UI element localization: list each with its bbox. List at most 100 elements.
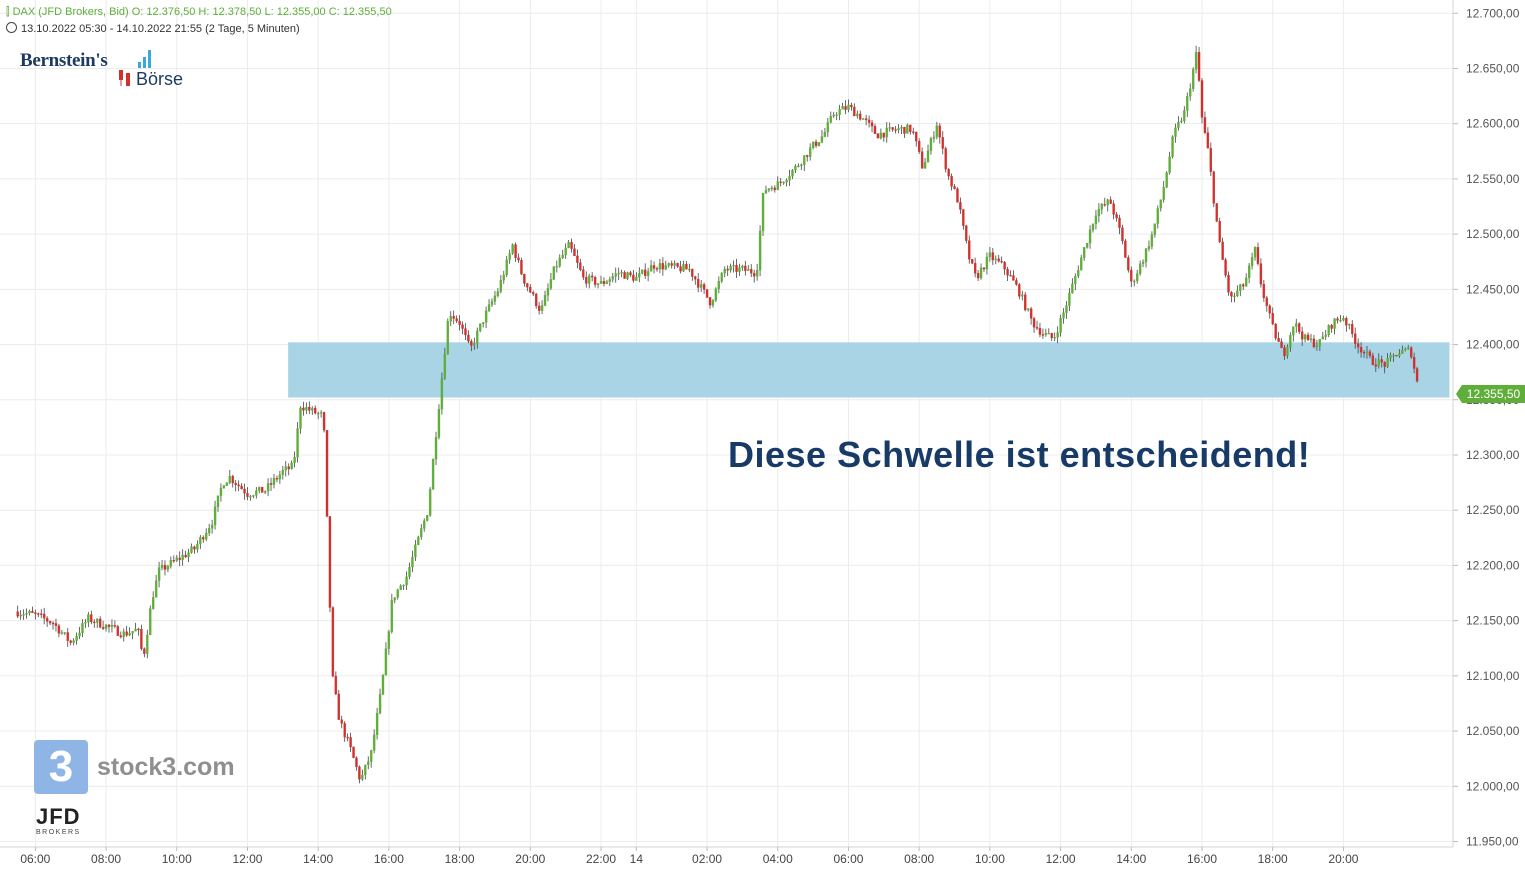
candle-body [829, 115, 832, 123]
candle-body [1026, 308, 1030, 311]
candle-body [1392, 355, 1395, 357]
candle-body [1041, 334, 1045, 336]
candle-body [788, 176, 791, 181]
candle-body [387, 631, 391, 649]
candle-body [1371, 355, 1375, 365]
candle-body [205, 532, 208, 540]
candle-body [1121, 227, 1124, 242]
candle-body [1359, 347, 1363, 353]
candle-body [1356, 343, 1360, 348]
candle-body [476, 330, 479, 344]
candle-body [302, 407, 305, 411]
candle-body [1082, 247, 1086, 258]
y-tick-label: 12.550,00 [1466, 172, 1520, 186]
candle-body [75, 635, 78, 641]
candle-body [602, 281, 606, 284]
candle-body [1153, 223, 1157, 235]
candle-body [767, 188, 771, 191]
candle-body [811, 141, 815, 148]
candle-body [467, 334, 470, 342]
x-tick-label: 14 [630, 852, 644, 866]
logo-bottom-text: Börse [136, 69, 184, 89]
candle-body [402, 584, 405, 587]
candle-body [1239, 284, 1242, 292]
candle-body [408, 566, 411, 577]
candle-body [856, 113, 859, 117]
x-tick-label: 06:00 [20, 852, 50, 866]
candle-body [437, 409, 441, 438]
candle-body [240, 485, 243, 490]
candle-body [1171, 136, 1174, 157]
candle-body [1295, 323, 1298, 327]
candle-body [287, 466, 290, 470]
logo-top-text: Bernstein's [20, 50, 108, 71]
candle-body [384, 648, 388, 676]
candle-body [608, 279, 612, 282]
candle-body [322, 412, 326, 431]
candle-body [1206, 132, 1210, 149]
candle-body [823, 131, 827, 137]
candle-body [988, 252, 992, 258]
candle-body [181, 554, 184, 560]
candle-body [912, 131, 915, 133]
candle-body [1386, 358, 1389, 367]
candle-body [1289, 335, 1292, 348]
candle-body [311, 407, 314, 411]
candle-body [853, 106, 856, 117]
candle-body [1221, 241, 1224, 260]
candle-body [169, 559, 173, 567]
candle-body [128, 632, 131, 636]
candle-body [526, 283, 529, 288]
candle-body [464, 328, 467, 336]
candle-body [903, 127, 906, 134]
candle-body [702, 284, 706, 290]
candle-body [982, 267, 986, 270]
candle-body [1021, 294, 1024, 297]
candle-body [682, 264, 685, 272]
instrument-ohlc-header: ⫿ DAX (JFD Brokers, Bid) O: 12.376,50 H:… [6, 6, 392, 19]
candle-body [838, 109, 841, 115]
y-tick-label: 12.050,00 [1466, 724, 1520, 738]
candle-body [1342, 318, 1345, 321]
candle-body [1056, 332, 1059, 338]
candle-body [558, 257, 561, 267]
candle-body [676, 263, 679, 267]
candle-body [473, 343, 476, 346]
threshold-zone [288, 342, 1450, 398]
y-tick-label: 12.250,00 [1466, 503, 1520, 517]
candle-body [1377, 359, 1380, 367]
candle-body [570, 241, 573, 249]
candle-body [343, 723, 346, 738]
candle-body [93, 621, 96, 624]
candle-body [770, 187, 774, 190]
candle-body [576, 255, 579, 263]
candle-body [1186, 96, 1189, 111]
candle-body [314, 407, 317, 414]
candle-body [926, 150, 930, 163]
candle-body [1259, 263, 1263, 285]
candle-body [714, 288, 718, 301]
candle-body [794, 165, 797, 171]
candle-body [1298, 323, 1301, 332]
candle-body [340, 719, 343, 724]
candle-body [691, 268, 694, 277]
candle-body [791, 169, 794, 177]
candle-body [617, 272, 620, 275]
candle-body [1333, 318, 1336, 329]
candle-body [923, 162, 927, 169]
candle-body [1236, 290, 1239, 297]
x-tick-label: 18:00 [445, 852, 475, 866]
candle-body [1038, 328, 1042, 335]
candle-body [1398, 353, 1401, 356]
candle-body [261, 486, 264, 493]
candle-body [175, 557, 178, 561]
candle-body [1286, 346, 1289, 357]
candle-body [979, 267, 983, 279]
candle-body [847, 104, 850, 110]
candle-body [1180, 120, 1183, 123]
candle-body [835, 114, 838, 116]
candle-body [228, 475, 231, 483]
candle-body [1300, 331, 1304, 340]
candle-body [935, 125, 939, 138]
candle-body [879, 132, 883, 139]
